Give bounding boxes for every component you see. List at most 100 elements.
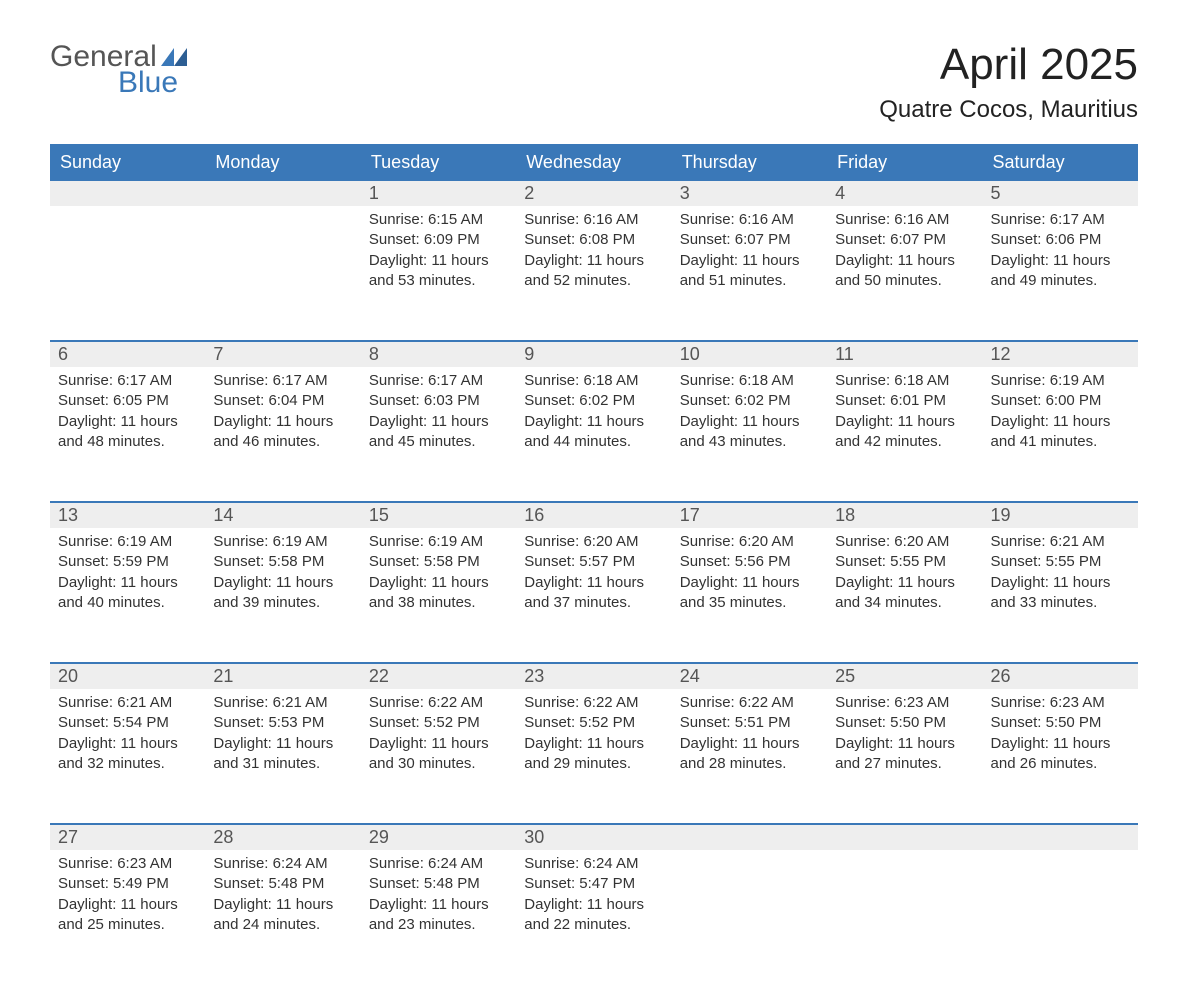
day-number-cell: 25 — [827, 663, 982, 689]
day-sunrise: Sunrise: 6:20 AM — [835, 532, 974, 552]
day-daylight1: Daylight: 11 hours — [213, 412, 352, 432]
logo: General Blue — [50, 40, 187, 100]
day-sunrise: Sunrise: 6:21 AM — [991, 532, 1130, 552]
col-header-saturday: Saturday — [983, 144, 1138, 181]
day-number: 17 — [680, 505, 700, 525]
day-daylight1: Daylight: 11 hours — [524, 412, 663, 432]
col-header-friday: Friday — [827, 144, 982, 181]
day-data-cell: Sunrise: 6:17 AMSunset: 6:06 PMDaylight:… — [983, 206, 1138, 341]
day-data: Sunrise: 6:19 AMSunset: 5:59 PMDaylight:… — [50, 528, 205, 623]
day-sunrise: Sunrise: 6:16 AM — [680, 210, 819, 230]
day-daylight2: and 49 minutes. — [991, 271, 1130, 291]
col-header-sunday: Sunday — [50, 144, 205, 181]
day-data: Sunrise: 6:24 AMSunset: 5:48 PMDaylight:… — [361, 850, 516, 945]
day-daylight1: Daylight: 11 hours — [991, 734, 1130, 754]
day-sunrise: Sunrise: 6:21 AM — [58, 693, 197, 713]
day-sunset: Sunset: 5:48 PM — [213, 874, 352, 894]
week-daynum-row: 12345 — [50, 181, 1138, 206]
day-daylight2: and 44 minutes. — [524, 432, 663, 452]
day-data: Sunrise: 6:16 AMSunset: 6:07 PMDaylight:… — [672, 206, 827, 301]
day-number: 25 — [835, 666, 855, 686]
day-data: Sunrise: 6:22 AMSunset: 5:52 PMDaylight:… — [361, 689, 516, 784]
day-sunset: Sunset: 5:48 PM — [369, 874, 508, 894]
day-data-cell: Sunrise: 6:23 AMSunset: 5:50 PMDaylight:… — [983, 689, 1138, 824]
day-number: 26 — [991, 666, 1011, 686]
day-number-cell — [983, 824, 1138, 850]
day-number-cell: 7 — [205, 341, 360, 367]
day-number-cell: 9 — [516, 341, 671, 367]
week-data-row: Sunrise: 6:21 AMSunset: 5:54 PMDaylight:… — [50, 689, 1138, 824]
day-data: Sunrise: 6:15 AMSunset: 6:09 PMDaylight:… — [361, 206, 516, 301]
day-number: 10 — [680, 344, 700, 364]
day-number-cell: 27 — [50, 824, 205, 850]
day-sunrise: Sunrise: 6:20 AM — [680, 532, 819, 552]
day-number-cell: 21 — [205, 663, 360, 689]
day-sunrise: Sunrise: 6:22 AM — [369, 693, 508, 713]
day-daylight2: and 52 minutes. — [524, 271, 663, 291]
day-sunset: Sunset: 6:04 PM — [213, 391, 352, 411]
day-sunrise: Sunrise: 6:18 AM — [524, 371, 663, 391]
day-data: Sunrise: 6:22 AMSunset: 5:52 PMDaylight:… — [516, 689, 671, 784]
day-sunrise: Sunrise: 6:24 AM — [213, 854, 352, 874]
day-number: 27 — [58, 827, 78, 847]
day-daylight1: Daylight: 11 hours — [369, 251, 508, 271]
day-data-cell — [205, 206, 360, 341]
day-daylight1: Daylight: 11 hours — [369, 895, 508, 915]
day-number-cell: 11 — [827, 341, 982, 367]
day-sunset: Sunset: 6:08 PM — [524, 230, 663, 250]
day-data-cell: Sunrise: 6:19 AMSunset: 6:00 PMDaylight:… — [983, 367, 1138, 502]
day-number: 19 — [991, 505, 1011, 525]
day-number-cell: 15 — [361, 502, 516, 528]
day-data-cell: Sunrise: 6:18 AMSunset: 6:02 PMDaylight:… — [672, 367, 827, 502]
day-number-cell: 2 — [516, 181, 671, 206]
day-daylight2: and 34 minutes. — [835, 593, 974, 613]
day-daylight1: Daylight: 11 hours — [369, 573, 508, 593]
day-daylight1: Daylight: 11 hours — [680, 412, 819, 432]
day-number-cell: 20 — [50, 663, 205, 689]
day-daylight1: Daylight: 11 hours — [58, 412, 197, 432]
day-daylight1: Daylight: 11 hours — [213, 734, 352, 754]
day-daylight2: and 28 minutes. — [680, 754, 819, 774]
day-daylight1: Daylight: 11 hours — [991, 573, 1130, 593]
day-number: 20 — [58, 666, 78, 686]
day-daylight1: Daylight: 11 hours — [58, 573, 197, 593]
day-sunset: Sunset: 6:01 PM — [835, 391, 974, 411]
day-sunset: Sunset: 5:58 PM — [213, 552, 352, 572]
day-data-cell: Sunrise: 6:19 AMSunset: 5:58 PMDaylight:… — [361, 528, 516, 663]
day-sunset: Sunset: 6:07 PM — [835, 230, 974, 250]
day-sunrise: Sunrise: 6:23 AM — [835, 693, 974, 713]
day-sunset: Sunset: 5:54 PM — [58, 713, 197, 733]
day-sunset: Sunset: 5:53 PM — [213, 713, 352, 733]
day-number-cell: 8 — [361, 341, 516, 367]
day-daylight1: Daylight: 11 hours — [991, 412, 1130, 432]
day-data-cell: Sunrise: 6:22 AMSunset: 5:52 PMDaylight:… — [361, 689, 516, 824]
day-sunset: Sunset: 5:55 PM — [991, 552, 1130, 572]
week-daynum-row: 20212223242526 — [50, 663, 1138, 689]
day-sunset: Sunset: 5:49 PM — [58, 874, 197, 894]
day-daylight1: Daylight: 11 hours — [58, 734, 197, 754]
day-number: 29 — [369, 827, 389, 847]
day-data-cell: Sunrise: 6:19 AMSunset: 5:58 PMDaylight:… — [205, 528, 360, 663]
day-number-cell: 6 — [50, 341, 205, 367]
day-daylight2: and 45 minutes. — [369, 432, 508, 452]
day-daylight2: and 32 minutes. — [58, 754, 197, 774]
day-number-cell — [827, 824, 982, 850]
day-data: Sunrise: 6:21 AMSunset: 5:53 PMDaylight:… — [205, 689, 360, 784]
day-number-cell: 19 — [983, 502, 1138, 528]
day-daylight2: and 29 minutes. — [524, 754, 663, 774]
day-sunset: Sunset: 5:57 PM — [524, 552, 663, 572]
day-daylight2: and 38 minutes. — [369, 593, 508, 613]
day-number: 16 — [524, 505, 544, 525]
day-data: Sunrise: 6:23 AMSunset: 5:50 PMDaylight:… — [827, 689, 982, 784]
day-daylight2: and 37 minutes. — [524, 593, 663, 613]
day-number: 7 — [213, 344, 223, 364]
day-data: Sunrise: 6:16 AMSunset: 6:07 PMDaylight:… — [827, 206, 982, 301]
day-sunrise: Sunrise: 6:24 AM — [524, 854, 663, 874]
day-data-cell: Sunrise: 6:22 AMSunset: 5:52 PMDaylight:… — [516, 689, 671, 824]
day-sunset: Sunset: 6:00 PM — [991, 391, 1130, 411]
logo-flag-icon — [161, 48, 187, 66]
day-number-cell: 5 — [983, 181, 1138, 206]
day-daylight2: and 26 minutes. — [991, 754, 1130, 774]
day-daylight1: Daylight: 11 hours — [524, 734, 663, 754]
day-number-cell: 26 — [983, 663, 1138, 689]
